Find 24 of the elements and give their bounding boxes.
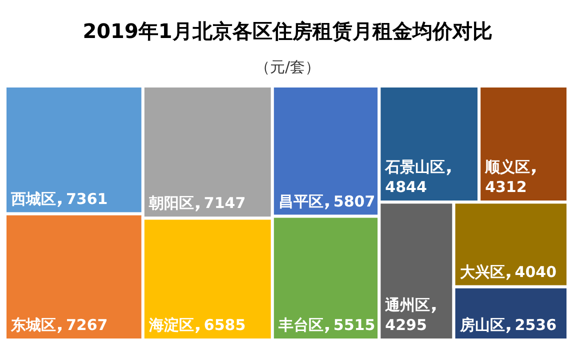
category-label: 石景山区 <box>384 158 446 176</box>
text: 2019年1月北京各区住房租赁月租金均价对比 <box>82 19 492 43</box>
category-label: 昌平区 <box>278 192 324 210</box>
data-label: 5515 <box>333 316 376 334</box>
category-label: 丰台区 <box>277 316 324 334</box>
category-label: 朝阳区 <box>148 194 194 212</box>
data-label: 4312 <box>485 178 527 196</box>
data-label: 4844 <box>385 178 427 196</box>
data-label: 4040 <box>514 262 557 281</box>
category-label: 大兴区 <box>460 262 505 281</box>
category-label: 海淀区 <box>148 316 194 334</box>
category-label: 房山区 <box>458 316 505 334</box>
category-label: 东城区 <box>10 316 56 334</box>
data-label: 2536 <box>514 316 557 334</box>
data-label: 4295 <box>385 316 427 334</box>
data-label: 7361 <box>66 190 108 208</box>
category-label: 通州区 <box>384 296 430 314</box>
data-label: 7147 <box>204 194 246 212</box>
data-label: 6585 <box>204 316 246 334</box>
data-label: 7267 <box>66 316 108 334</box>
category-label: 西城区 <box>10 190 56 208</box>
text: （元/套） <box>254 58 320 76</box>
category-label: 顺义区 <box>484 158 530 176</box>
data-label: 5807 <box>333 192 376 210</box>
